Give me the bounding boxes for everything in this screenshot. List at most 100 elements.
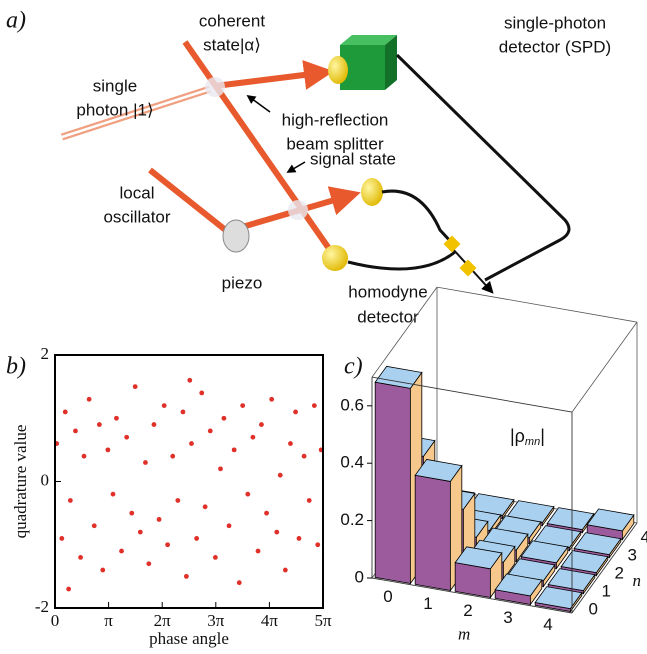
data-point [221,415,227,421]
n-tick-label: 3 [628,545,637,564]
data-point [180,409,186,415]
label: beam splitter [286,134,384,153]
data-point [282,567,288,573]
m-tick-label: 3 [503,608,512,627]
bar-front [414,474,451,591]
n-tick-label: 2 [615,563,624,582]
spd-box-side [385,35,397,90]
data-point [78,555,83,560]
beam-splitter [288,200,308,220]
n-tick-label: 4 [641,527,647,546]
data-point [105,447,111,453]
bar-top [546,507,595,531]
label: local [120,183,155,202]
detector-1 [361,178,383,206]
mixer [459,259,477,277]
data-point [91,523,97,529]
panel-label: c) [344,354,363,380]
label: homodyne [348,282,427,301]
data-point [259,422,264,427]
label: oscillator [103,207,170,226]
data-point [59,536,65,541]
single-photon-beam-core [61,87,211,139]
annotation: |ρmn| [510,426,545,448]
label: single [93,76,137,95]
data-point [114,415,119,421]
label: state|α⟩ [203,35,261,54]
z-tick-label: 0 [355,567,364,586]
detector-2 [322,245,348,271]
frame-edge [371,376,573,413]
data-point [250,434,256,440]
data-point [165,542,171,548]
data-point [207,428,213,434]
bar-top [573,532,622,556]
data-point [183,573,189,579]
x-tick-label: π [104,611,113,630]
data-point [202,504,208,510]
label: signal state [310,149,396,168]
data-point [311,403,317,408]
data-point [137,529,143,535]
data-point [255,548,261,554]
data-point [296,536,302,541]
y-tick-label: 0 [41,470,50,489]
bar-top [414,459,463,482]
data-point [100,567,106,573]
annotation-part: | [540,426,545,446]
data-point [231,447,237,453]
x-axis-label: phase angle [149,629,229,648]
z-tick-label: 0.4 [340,453,364,472]
data-point [218,466,223,472]
bar-top [586,508,635,532]
n-tick-label: 0 [589,599,598,618]
lo-beam [148,167,230,235]
wire [347,250,456,271]
pointer [246,94,271,113]
data-point [226,523,232,529]
data-point [293,409,298,415]
beam-splitter [205,77,225,97]
data-point [288,441,293,446]
data-point [62,409,68,415]
piezo-mirror [222,219,250,253]
data-point [73,428,78,434]
data-point [212,555,218,560]
spd-box-top [340,35,397,45]
frame-edge [571,321,638,413]
data-point [170,453,176,459]
data-point [151,422,157,427]
data-point [119,548,124,554]
bar-top [454,546,503,570]
data-point [124,434,130,440]
data-point [240,403,246,408]
m-tick-label: 2 [463,601,472,620]
z-tick-label: 0.2 [340,510,364,529]
data-point [269,396,275,402]
m-tick-label: 0 [383,587,392,606]
n-tick-label: 1 [602,581,611,600]
wire [395,53,571,282]
data-point [132,384,138,390]
x-tick-label: 5π [314,611,332,630]
m-axis-label: m [458,624,470,643]
data-point [301,453,307,459]
x-tick-label: 3π [207,611,225,630]
plot-frame [54,354,324,609]
data-point [264,510,269,516]
pointer [286,161,306,173]
data-point [175,498,181,503]
data-point [86,396,92,402]
data-point [274,529,280,535]
label: detector (SPD) [499,37,611,56]
frame-edge [436,286,638,323]
label: photon |1⟩ [76,100,153,119]
annotation-part: mn [525,436,540,448]
data-point [143,460,148,465]
frame-edge [371,577,573,614]
bar-top [560,550,609,574]
label: detector [357,307,419,326]
m-tick-label: 4 [543,615,552,634]
data-point [67,498,73,503]
